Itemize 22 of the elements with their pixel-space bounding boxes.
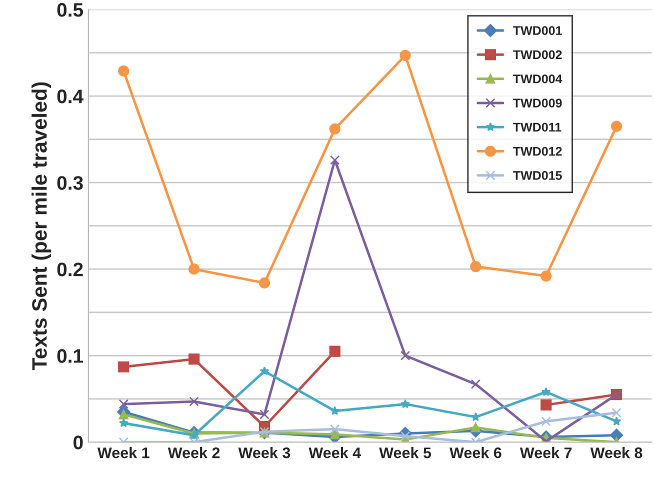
- legend-label: TWD015: [513, 171, 562, 180]
- legend-label: TWD004: [513, 74, 562, 84]
- x-tick-label: Week 3: [238, 447, 290, 458]
- x-tick-label: Week 4: [308, 447, 361, 458]
- x-tick-label: Week 1: [97, 447, 150, 458]
- y-tick-label: 0: [74, 436, 83, 450]
- x-tick-label: Week 6: [450, 447, 502, 458]
- legend-label: TWD002: [513, 50, 562, 60]
- legend-label: TWD001: [513, 26, 562, 35]
- x-tick-label: Week 2: [168, 447, 220, 458]
- y-tick-label: 0.5: [57, 3, 84, 17]
- x-tick-label: Week 7: [520, 447, 572, 458]
- y-axis-title: Texts Sent (per mile traveled): [32, 82, 51, 370]
- x-tick-label: Week 8: [590, 447, 642, 458]
- y-tick-label: 0.3: [57, 176, 83, 190]
- y-tick-label: 0.4: [57, 90, 84, 104]
- x-tick-label: Week 5: [379, 447, 432, 458]
- legend-label: TWD012: [513, 146, 562, 156]
- y-tick-label: 0.2: [57, 262, 83, 276]
- legend-label: TWD011: [513, 122, 562, 132]
- y-tick-label: 0.1: [57, 349, 84, 363]
- legend-label: TWD009: [513, 98, 562, 108]
